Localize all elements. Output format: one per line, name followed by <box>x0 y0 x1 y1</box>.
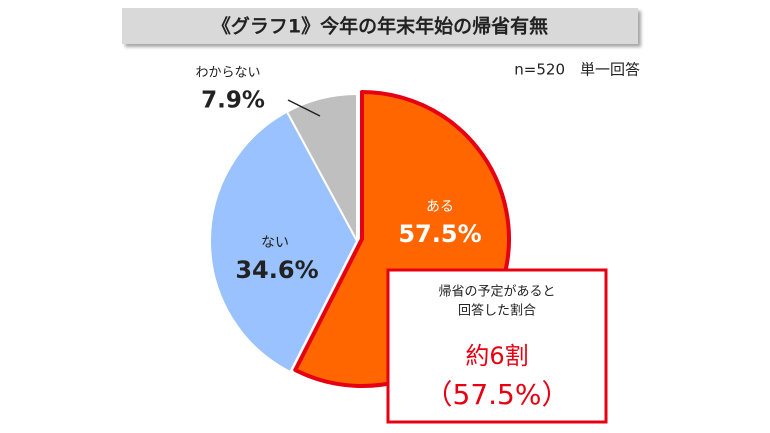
value-label: 57.5% <box>398 220 481 248</box>
pie-slice <box>209 110 358 373</box>
slice-label: わからない <box>195 66 260 81</box>
chart-subtitle: n=520 単一回答 <box>514 61 640 79</box>
value-label: 34.6% <box>235 256 318 284</box>
annotation-box <box>386 268 608 424</box>
chart-title: 《グラフ1》今年の年末年始の帰省有無 <box>212 15 548 38</box>
title-box <box>122 8 638 44</box>
annotation-text: 帰省の予定があると <box>438 284 555 300</box>
annotation-detail: （57.5%） <box>425 378 570 411</box>
annotation-headline: 約6割 <box>465 342 528 370</box>
slice-label: ない <box>261 235 289 251</box>
slice-label: ある <box>426 199 454 215</box>
value-label: 7.9% <box>201 88 265 114</box>
leader-line <box>287 99 321 117</box>
pie-slice <box>285 93 358 242</box>
annotation-text: 回答した割合 <box>458 303 536 319</box>
